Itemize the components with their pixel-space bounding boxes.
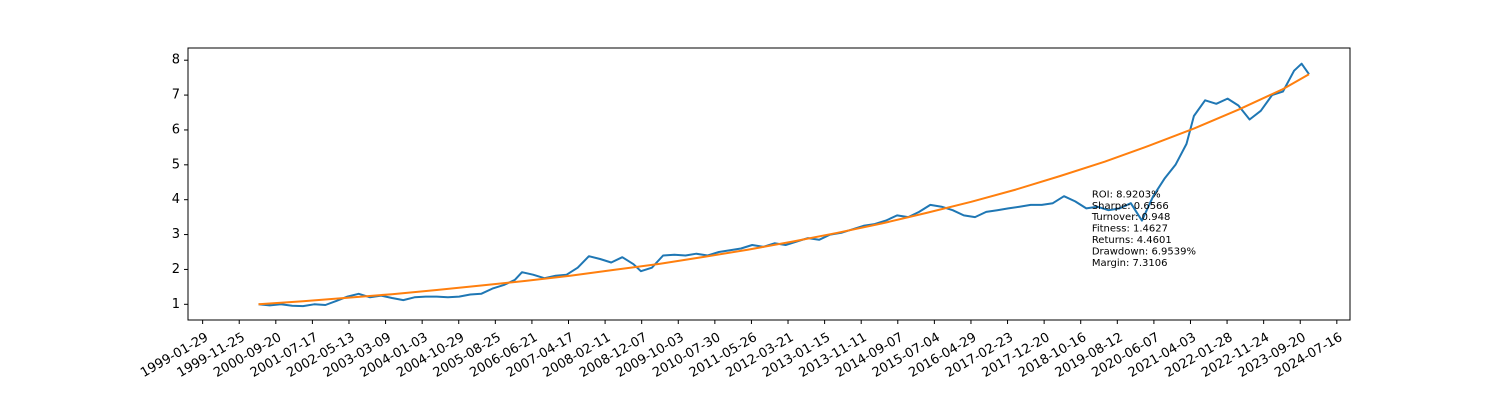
y-tick-label: 8 [172,53,180,68]
plot-frame [187,47,1351,321]
y-tick-label: 5 [172,157,180,172]
annotation-line: Returns: 4.4601 [1092,235,1172,246]
y-tick-label: 3 [172,227,180,242]
annotation-line: Margin: 7.3106 [1092,258,1168,269]
annotation-line: Drawdown: 6.9539% [1092,246,1196,257]
y-tick-label: 6 [172,122,180,137]
y-tick-label: 4 [172,192,180,207]
y-tick-label: 2 [172,262,180,277]
equity-curve-line [258,62,1310,308]
y-tick-label: 7 [172,88,180,103]
y-axis: 1 2 3 4 5 6 7 8 [172,53,188,312]
y-tick-label: 1 [172,297,180,312]
annotation-line: Turnover: 0.948 [1091,212,1171,223]
annotation-line: ROI: 8.9203% [1092,189,1161,200]
annotation-line: Fitness: 1.4627 [1092,224,1168,235]
plot-lines [258,62,1310,308]
fitted-curve-line [258,73,1310,306]
annotation-line: Sharpe: 0.6566 [1092,201,1169,212]
